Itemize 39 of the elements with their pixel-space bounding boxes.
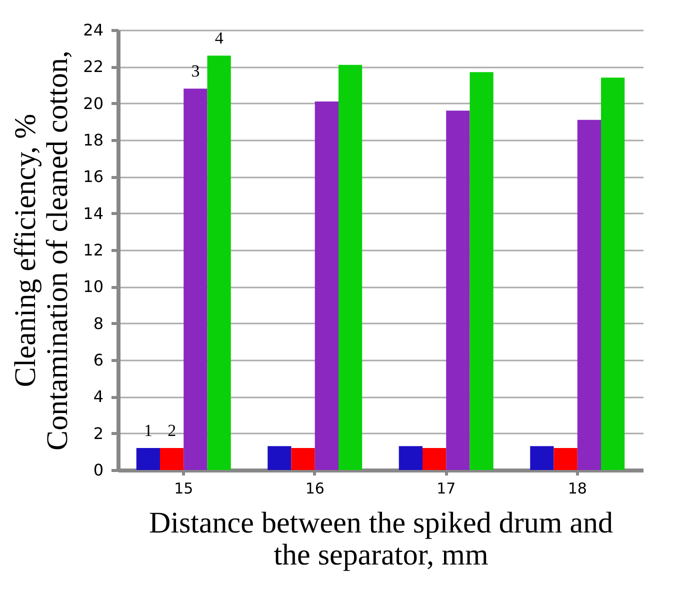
y-tick-label: 18 xyxy=(83,130,104,150)
y-tick-label: 24 xyxy=(83,20,104,40)
bar xyxy=(601,78,625,470)
bar xyxy=(207,56,231,470)
y-tick-label: 16 xyxy=(83,167,104,186)
y-tick-label: 8 xyxy=(93,314,104,333)
bar xyxy=(184,88,208,470)
y-tick-label: 20 xyxy=(83,94,104,113)
x-axis-title: Distance between the spiked drum and the separator, mm xyxy=(148,506,614,572)
series-label: 1 xyxy=(144,421,152,440)
bar xyxy=(422,448,446,470)
y-tick-label: 6 xyxy=(93,350,104,370)
y-tick-label: 2 xyxy=(93,424,104,443)
bar xyxy=(314,102,338,470)
y-tick-label: 12 xyxy=(83,240,104,260)
y-tick-label: 10 xyxy=(83,277,104,296)
series-label: 2 xyxy=(168,421,176,440)
bar xyxy=(160,448,184,470)
bar xyxy=(398,446,422,470)
y-axis-title: Cleaning efficiency, % Contamination of cleaned cotton, xyxy=(9,50,74,450)
bar xyxy=(577,120,601,470)
bar xyxy=(554,448,578,470)
series-label: 3 xyxy=(191,62,200,81)
bar xyxy=(268,446,292,470)
x-tick-label: 16 xyxy=(305,480,324,498)
y-tick-label: 14 xyxy=(83,204,104,223)
bar xyxy=(446,110,470,470)
x-tick-label: 17 xyxy=(436,480,456,498)
bar xyxy=(136,448,160,470)
bar xyxy=(470,72,494,470)
bar xyxy=(291,448,315,470)
bar xyxy=(530,446,554,470)
y-tick-label: 0 xyxy=(93,460,104,480)
y-tick-label: 4 xyxy=(93,387,104,406)
bar xyxy=(338,64,362,470)
x-tick-label: 18 xyxy=(568,480,587,498)
x-tick-label: 15 xyxy=(174,480,194,498)
series-label: 4 xyxy=(214,28,224,48)
y-tick-label: 22 xyxy=(83,57,104,76)
